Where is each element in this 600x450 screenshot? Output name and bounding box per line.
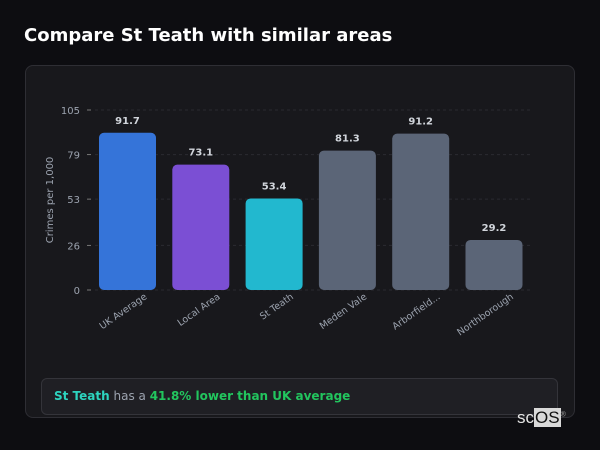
page-title: Compare St Teath with similar areas [24,25,393,46]
bar-st-teath[interactable] [245,198,303,290]
bar-meden-vale[interactable] [318,150,376,290]
bar-local-area[interactable] [172,164,230,290]
summary-place: St Teath [54,389,110,403]
summary-difference: 41.8% lower than UK average [149,389,351,403]
data-label: 81.3 [335,134,360,145]
scos-logo: scOS® [517,408,566,427]
data-label: 91.2 [408,117,433,128]
y-tick-label: 0 [74,286,80,297]
y-tick-label: 79 [67,151,80,162]
summary-box: St Teath has a 41.8% lower than UK avera… [41,378,558,415]
y-tick-label: 105 [61,106,80,117]
x-tick-label: UK Average [98,291,150,332]
y-tick-label: 53 [67,195,80,206]
x-tick-label: Northborough [455,291,515,338]
x-tick-label: Meden Vale [318,291,370,332]
x-tick-label: Local Area [176,291,223,328]
bar-arborfield-[interactable] [392,133,450,290]
bar-northborough[interactable] [465,239,523,290]
summary-text: has a [109,389,150,403]
data-label: 29.2 [482,223,507,234]
data-label: 91.7 [115,116,140,127]
data-label: 73.1 [188,148,213,159]
x-tick-label: Arborfield... [390,291,442,332]
y-tick-label: 26 [67,241,80,252]
y-axis-label: Crimes per 1,000 [45,157,56,244]
bar-uk-average[interactable] [99,132,156,290]
x-tick-label: St Teath [258,291,296,322]
data-label: 53.4 [262,181,287,192]
